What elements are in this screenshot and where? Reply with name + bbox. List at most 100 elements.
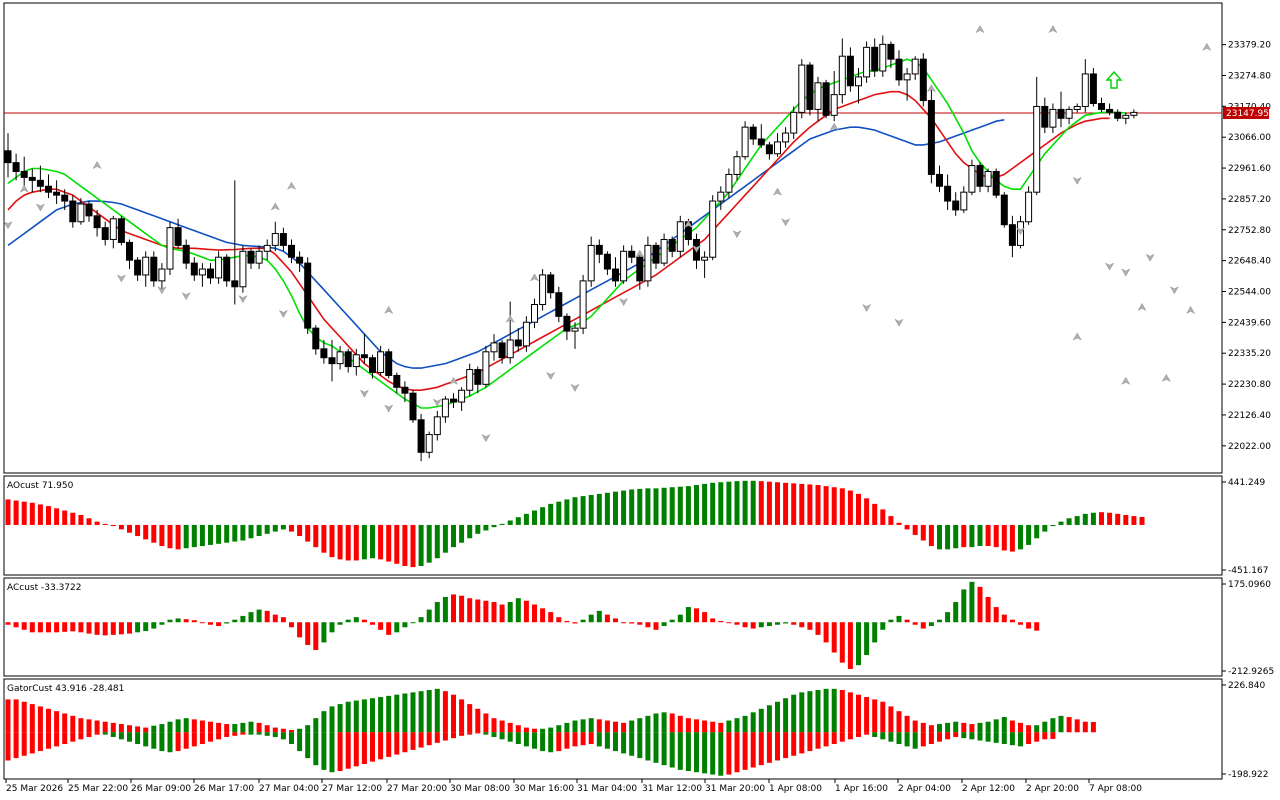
ao-bar xyxy=(353,524,359,561)
gator-upper-bar xyxy=(434,688,440,733)
candle-body-bear xyxy=(231,280,239,288)
ao-bar xyxy=(637,488,643,525)
ac-bar xyxy=(264,610,270,623)
gator-lower-bar xyxy=(418,732,424,748)
candle xyxy=(1033,76,1041,196)
ac-bar xyxy=(94,622,100,635)
gator-upper-bar xyxy=(783,698,789,733)
gator-upper-bar xyxy=(945,722,951,733)
gator-upper-bar xyxy=(507,722,513,733)
candle xyxy=(863,41,871,83)
gator-upper-bar xyxy=(70,715,76,733)
ao-bar xyxy=(289,524,294,532)
candle-body-bull xyxy=(198,268,206,276)
gator-lower-bar xyxy=(847,732,853,740)
gator-lower-bar xyxy=(961,732,967,739)
candle-body-bear xyxy=(296,256,304,264)
price-pane-frame xyxy=(3,2,1223,474)
candle-body-bear xyxy=(53,191,61,196)
ao-bar xyxy=(135,524,141,537)
gator-lower-bar xyxy=(653,732,659,763)
ac-bar xyxy=(993,607,999,623)
gator-lower-bar xyxy=(434,732,440,743)
gator-lower-bar xyxy=(791,732,797,756)
candle xyxy=(239,245,247,293)
ao-bar xyxy=(645,488,651,525)
ao-bar xyxy=(621,490,627,525)
ac-bar xyxy=(564,620,570,623)
fractal-up-arrow xyxy=(384,305,394,314)
candle-body-bear xyxy=(927,100,935,175)
ao-bar xyxy=(831,487,837,525)
ac-bar xyxy=(653,622,659,630)
ao-bar xyxy=(102,523,108,525)
candle xyxy=(28,168,36,193)
candle-body-bear xyxy=(247,250,255,264)
fractal-down-arrow xyxy=(780,218,791,227)
time-tick-label: 1 Apr 08:00 xyxy=(769,784,822,794)
fractal-down-arrow xyxy=(238,295,248,304)
gator-pane[interactable]: GatorCust 43.916 -28.481 226.840 -198.922 xyxy=(3,678,1268,780)
ac-bar xyxy=(604,614,610,623)
ac-bar xyxy=(183,619,189,623)
ac-bar xyxy=(467,598,473,623)
candle xyxy=(595,239,603,264)
candle xyxy=(433,410,441,441)
candle xyxy=(563,313,571,340)
candle-body-bear xyxy=(134,259,142,276)
gator-lower-bar xyxy=(977,732,983,741)
ao-bar xyxy=(888,516,894,525)
gator-lower-bar xyxy=(831,732,837,745)
ao-bar xyxy=(629,489,635,525)
price-tick-label: 22439.60 xyxy=(1228,318,1271,328)
candle xyxy=(215,251,223,284)
fractal-up-arrow xyxy=(505,314,515,323)
candle-body-bull xyxy=(466,369,474,391)
candle xyxy=(142,251,150,287)
candle-body-bear xyxy=(992,170,1000,196)
gator-lower-bar xyxy=(920,732,926,747)
candle-body-bull xyxy=(903,73,911,81)
gator-lower-bar xyxy=(572,732,578,747)
gator-lower-bar xyxy=(969,732,975,740)
time-tick-label: 25 Mar 2026 xyxy=(6,784,63,794)
ac-bar xyxy=(1034,622,1040,631)
gator-lower-bar xyxy=(523,732,529,747)
ao-bar xyxy=(993,524,999,548)
candle xyxy=(336,345,344,370)
candle-body-bear xyxy=(1041,105,1049,128)
gator-lower-bar xyxy=(540,732,546,752)
gator-upper-bar xyxy=(1058,715,1064,733)
candle-body-bull xyxy=(709,200,717,258)
candle xyxy=(53,180,61,205)
ac-pane[interactable]: ACcust -33.3722 175.0960 -212.9265 xyxy=(3,577,1274,677)
gator-lower-bar xyxy=(758,732,764,766)
time-tick-label: 25 Mar 22:00 xyxy=(68,784,128,794)
candle xyxy=(320,339,328,364)
ao-bar xyxy=(280,524,286,530)
candle-body-bull xyxy=(968,165,976,193)
gator-lower-bar xyxy=(1001,732,1007,745)
ac-bar xyxy=(799,622,805,628)
candle xyxy=(279,227,287,252)
candle-body-bull xyxy=(166,227,174,270)
gator-lower-bar xyxy=(1034,732,1040,742)
gator-upper-bar xyxy=(370,698,375,733)
gator-lower-bar xyxy=(750,732,756,768)
candle xyxy=(1049,103,1057,134)
time-tick-label: 2 Apr 20:00 xyxy=(1026,784,1079,794)
candle xyxy=(765,141,773,160)
candle-body-bear xyxy=(1114,111,1122,119)
gator-lower-bar xyxy=(1009,732,1015,746)
ao-bar xyxy=(256,524,262,537)
ac-bar xyxy=(127,622,132,634)
ao-pane[interactable]: AOcust 71.950 441.249 -451.167 xyxy=(3,475,1268,576)
price-pane[interactable]: 23379.2023274.8023170.4023066.0022961.60… xyxy=(3,2,1271,474)
gator-lower-bar xyxy=(62,732,68,745)
candle-body-bear xyxy=(409,392,417,421)
gator-lower-bar xyxy=(442,732,448,741)
gator-upper-bar xyxy=(937,724,942,733)
candle xyxy=(652,242,660,270)
gator-lower-bar xyxy=(515,732,521,745)
